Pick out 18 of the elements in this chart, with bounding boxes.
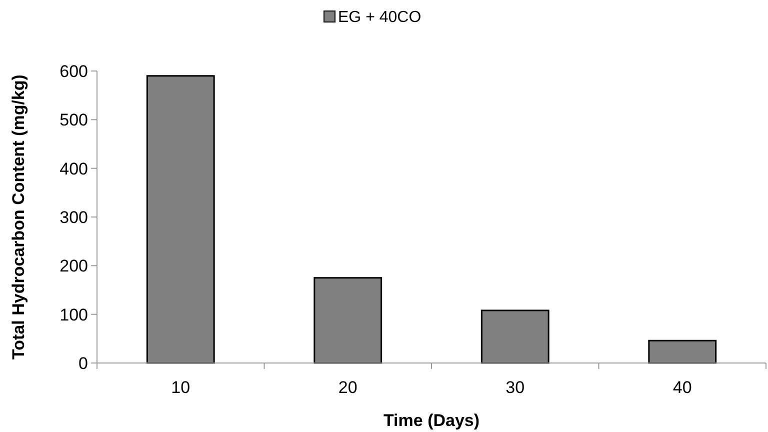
x-tick-label: 30 <box>506 378 525 397</box>
bar <box>480 310 550 364</box>
y-axis-title: Total Hydrocarbon Content (mg/kg) <box>9 74 28 360</box>
y-tick-label: 500 <box>60 110 88 130</box>
bar <box>314 277 382 364</box>
y-tick-label: 600 <box>60 62 88 81</box>
bar <box>648 340 717 364</box>
x-tick-label: 40 <box>672 378 692 397</box>
bar <box>146 75 215 364</box>
legend-label: EG + 40CO <box>338 9 422 26</box>
x-axis-title: Time (Days) <box>383 411 480 430</box>
y-tick-label: 100 <box>60 305 88 324</box>
y-tick-label: 300 <box>60 208 88 227</box>
y-tick-label: 0 <box>78 354 88 373</box>
x-tick-label: 20 <box>338 378 358 397</box>
y-tick-label: 200 <box>60 256 88 276</box>
y-tick-label: 400 <box>60 159 88 178</box>
x-tick-label: 10 <box>171 378 190 397</box>
